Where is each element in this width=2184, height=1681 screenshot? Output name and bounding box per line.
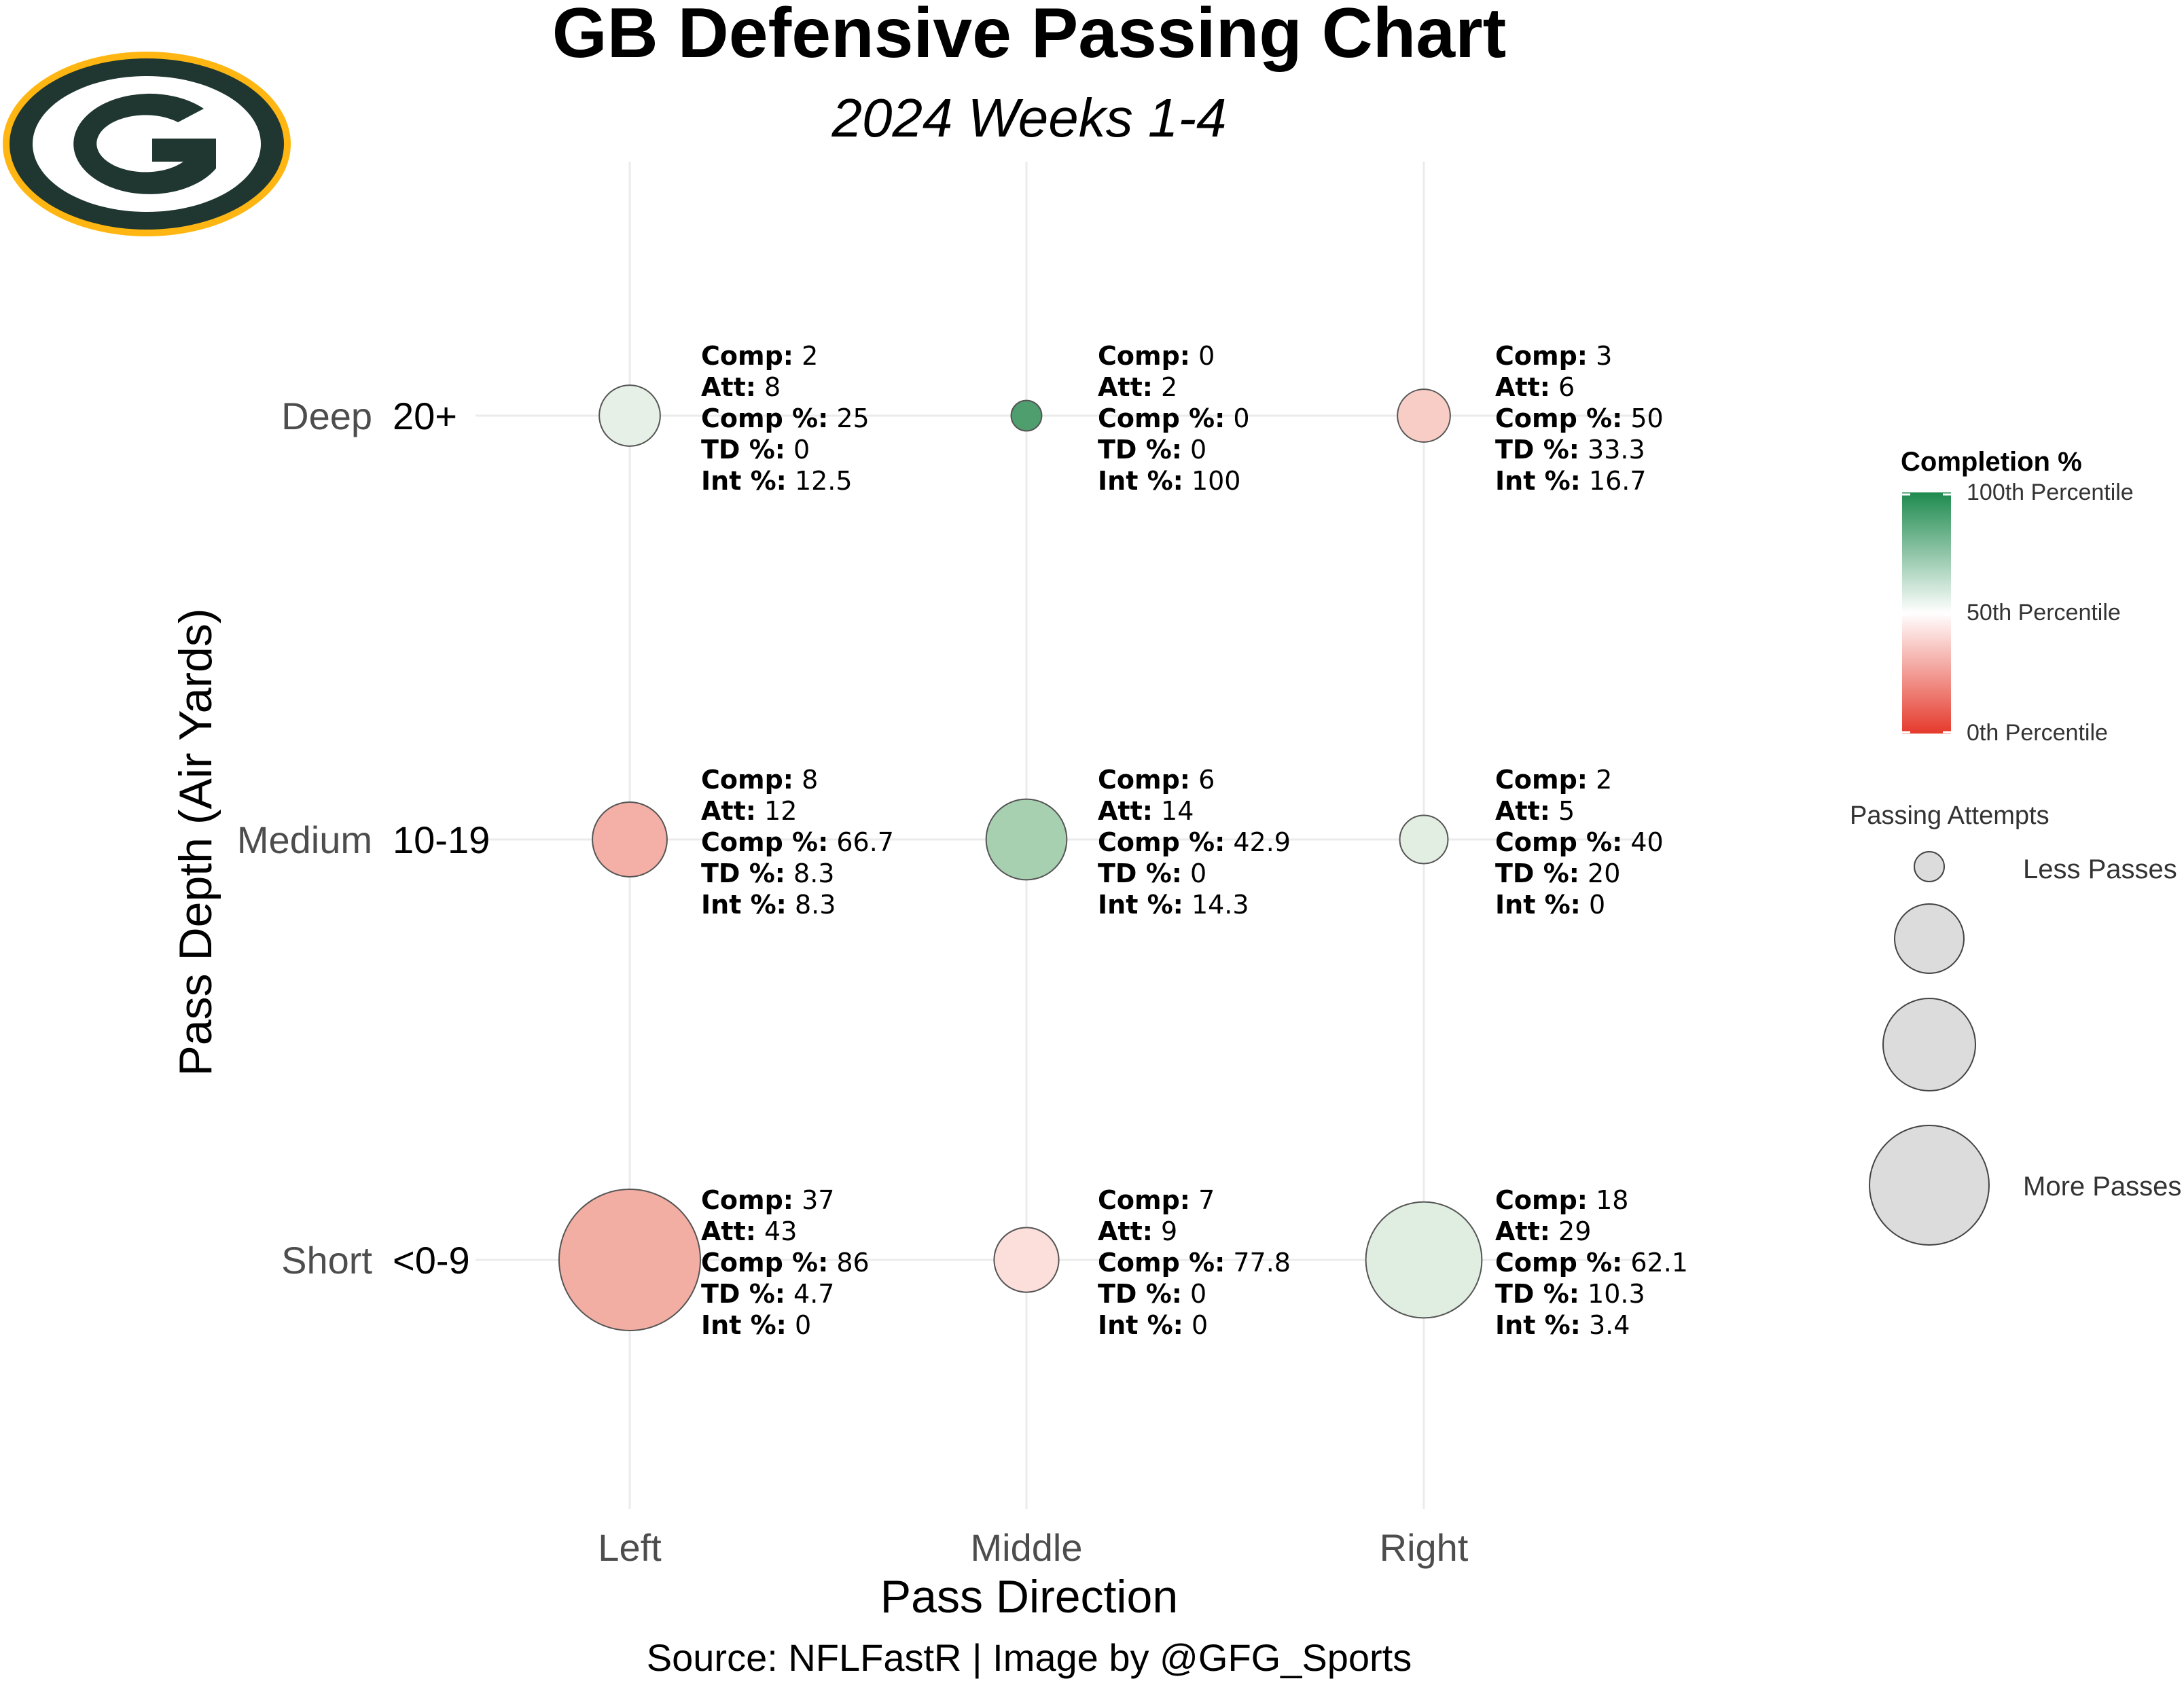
bubble-stat-label: Int %: 14.3	[1098, 890, 1249, 920]
chart-title: GB Defensive Passing Chart	[552, 0, 1507, 73]
bubble-stat-label: TD %: 0	[1098, 1279, 1206, 1309]
bubble-stat-label: Int %: 0	[1495, 890, 1605, 920]
bubble-stat-label: Att: 29	[1495, 1216, 1591, 1246]
color-legend-title: Completion %	[1901, 447, 2082, 477]
size-legend-label-more: More Passes	[2023, 1172, 2182, 1201]
bubble-stat-label: Int %: 0	[701, 1310, 811, 1340]
bubble-stat-label: Comp: 37	[701, 1185, 834, 1215]
bubble	[993, 1227, 1060, 1293]
x-tick-label: Middle	[971, 1526, 1083, 1569]
bubble-stat-label: Comp: 18	[1495, 1185, 1628, 1215]
bubble-stat-label: TD %: 0	[701, 435, 810, 465]
size-legend-title: Passing Attempts	[1850, 801, 2049, 830]
bubble-stat-label: Int %: 12.5	[701, 466, 853, 496]
bubble-stat-label: TD %: 0	[1098, 858, 1206, 888]
chart-subtitle: 2024 Weeks 1-4	[831, 88, 1227, 148]
color-legend-bar	[1902, 492, 1951, 734]
bubble-stat-label: Comp %: 40	[1495, 827, 1664, 857]
bubble	[598, 384, 661, 447]
bubble-stat-label: Comp %: 66.7	[701, 827, 894, 857]
bubble-stat-label: TD %: 33.3	[1495, 435, 1645, 465]
y-range-label: <0-9	[393, 1239, 470, 1282]
bubble-stat-label: Att: 12	[701, 796, 797, 826]
bubble-stat-label: Comp: 3	[1495, 341, 1612, 371]
bubble	[1399, 814, 1449, 865]
bubble	[558, 1189, 701, 1331]
bubble-stat-label: TD %: 10.3	[1495, 1279, 1645, 1309]
color-legend-label-mid: 50th Percentile	[1967, 600, 2121, 626]
bubble-stat-label: Comp %: 86	[701, 1248, 870, 1278]
bubble-stat-label: Comp: 6	[1098, 765, 1215, 795]
x-axis-title: Pass Direction	[880, 1571, 1179, 1623]
bubble-stat-label: Comp %: 42.9	[1098, 827, 1291, 857]
bubble-stat-label: Att: 6	[1495, 372, 1575, 402]
bubble-stat-label: Comp: 7	[1098, 1185, 1215, 1215]
source-caption: Source: NFLFastR | Image by @GFG_Sports	[646, 1636, 1412, 1679]
bubble-stat-label: Comp %: 62.1	[1495, 1248, 1688, 1278]
bubble-stat-label: Int %: 16.7	[1495, 466, 1647, 496]
bubble	[592, 801, 668, 878]
bubble-stat-label: TD %: 20	[1495, 858, 1620, 888]
bubble-stat-label: TD %: 8.3	[701, 858, 834, 888]
bubble-stat-label: Comp: 2	[1495, 765, 1612, 795]
y-tick-label: Deep	[281, 395, 372, 437]
bubble-stat-label: Comp %: 50	[1495, 403, 1664, 433]
bubble	[1365, 1201, 1483, 1319]
bubble-stat-label: Int %: 100	[1098, 466, 1240, 496]
x-tick-label: Right	[1380, 1526, 1469, 1569]
color-legend-label-low: 0th Percentile	[1967, 720, 2108, 746]
bubble-stat-label: Int %: 0	[1098, 1310, 1208, 1340]
bubble-stat-label: Att: 43	[701, 1216, 797, 1246]
size-legend-circle	[1869, 1125, 1990, 1246]
bubble-stat-label: Comp: 8	[701, 765, 818, 795]
y-tick-label: Short	[281, 1239, 372, 1282]
bubble-stat-label: Att: 2	[1098, 372, 1177, 402]
y-tick-label: Medium	[237, 818, 372, 861]
size-legend-circle	[1914, 851, 1945, 882]
y-axis-title: Pass Depth (Air Yards)	[170, 608, 221, 1077]
x-tick-label: Left	[598, 1526, 662, 1569]
bubble-stat-label: Att: 5	[1495, 796, 1575, 826]
bubble-stat-label: TD %: 4.7	[701, 1279, 834, 1309]
bubble-stat-label: Att: 14	[1098, 796, 1194, 826]
bubble-stat-label: Int %: 8.3	[701, 890, 836, 920]
bubble-stat-label: Att: 8	[701, 372, 781, 402]
size-legend-label-less: Less Passes	[2023, 854, 2177, 884]
bubble-stat-label: Att: 9	[1098, 1216, 1177, 1246]
bubble-stat-label: Comp %: 77.8	[1098, 1248, 1291, 1278]
y-range-label: 10-19	[393, 818, 490, 861]
y-range-label: 20+	[393, 395, 457, 437]
size-legend-circle	[1882, 998, 1976, 1091]
bubble-stat-label: Comp %: 0	[1098, 403, 1250, 433]
bubble-stat-label: Comp: 0	[1098, 341, 1215, 371]
bubble-stat-label: Comp %: 25	[701, 403, 870, 433]
size-legend-circle	[1894, 903, 1965, 974]
color-legend-label-high: 100th Percentile	[1967, 480, 2134, 505]
bubble	[1010, 399, 1043, 432]
bubble-stat-label: Int %: 3.4	[1495, 1310, 1630, 1340]
green-bay-packers-logo	[3, 52, 291, 236]
bubble	[985, 798, 1068, 881]
bubble-stat-label: Comp: 2	[701, 341, 818, 371]
bubble	[1397, 388, 1451, 443]
bubble-stat-label: TD %: 0	[1098, 435, 1206, 465]
